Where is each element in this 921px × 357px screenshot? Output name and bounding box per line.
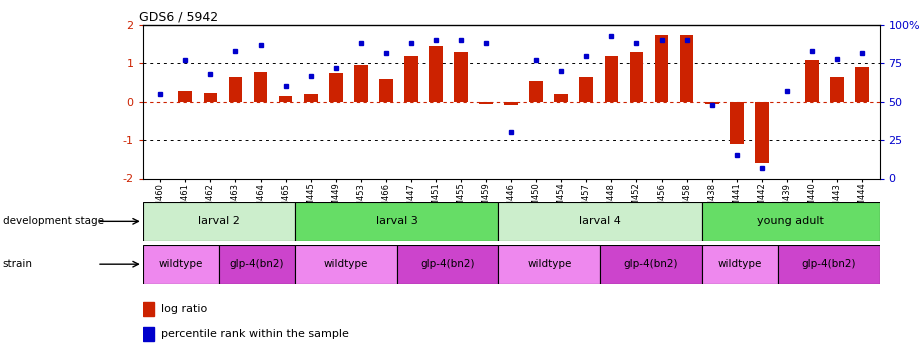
FancyBboxPatch shape xyxy=(498,245,600,284)
Bar xyxy=(454,52,468,102)
Bar xyxy=(655,35,669,102)
Bar xyxy=(253,72,267,102)
FancyBboxPatch shape xyxy=(143,245,219,284)
Bar xyxy=(379,79,392,102)
Text: glp-4(bn2): glp-4(bn2) xyxy=(230,259,285,269)
Bar xyxy=(705,102,718,104)
Bar xyxy=(680,35,694,102)
FancyBboxPatch shape xyxy=(397,245,498,284)
Bar xyxy=(505,102,518,105)
Text: wildtype: wildtype xyxy=(527,259,571,269)
Text: log ratio: log ratio xyxy=(161,304,207,314)
Bar xyxy=(805,60,819,102)
Bar xyxy=(855,67,869,102)
FancyBboxPatch shape xyxy=(600,245,702,284)
Bar xyxy=(143,302,154,316)
Bar xyxy=(830,77,844,102)
Bar xyxy=(429,46,443,102)
Text: GDS6 / 5942: GDS6 / 5942 xyxy=(139,11,218,24)
Text: strain: strain xyxy=(3,259,33,269)
Bar xyxy=(279,96,293,102)
Bar xyxy=(204,93,217,102)
Text: wildtype: wildtype xyxy=(717,259,762,269)
Text: development stage: development stage xyxy=(3,216,104,226)
Text: glp-4(bn2): glp-4(bn2) xyxy=(624,259,678,269)
Text: young adult: young adult xyxy=(757,216,824,226)
Bar xyxy=(329,73,343,102)
FancyBboxPatch shape xyxy=(778,245,880,284)
Bar xyxy=(630,52,644,102)
Text: larval 4: larval 4 xyxy=(579,216,621,226)
Text: glp-4(bn2): glp-4(bn2) xyxy=(420,259,475,269)
Text: wildtype: wildtype xyxy=(158,259,203,269)
Text: larval 3: larval 3 xyxy=(376,216,418,226)
FancyBboxPatch shape xyxy=(143,202,296,241)
Bar xyxy=(354,65,367,102)
Bar xyxy=(304,94,318,102)
Bar xyxy=(179,91,192,102)
Bar xyxy=(755,102,769,163)
Bar xyxy=(479,102,493,104)
Bar xyxy=(729,102,743,144)
Bar xyxy=(404,56,418,102)
FancyBboxPatch shape xyxy=(219,245,296,284)
FancyBboxPatch shape xyxy=(498,202,702,241)
Bar xyxy=(554,94,568,102)
FancyBboxPatch shape xyxy=(702,202,880,241)
Text: percentile rank within the sample: percentile rank within the sample xyxy=(161,329,349,339)
Bar xyxy=(530,81,543,102)
Bar xyxy=(604,56,618,102)
Bar xyxy=(579,77,593,102)
Text: glp-4(bn2): glp-4(bn2) xyxy=(801,259,856,269)
Bar xyxy=(143,327,154,341)
FancyBboxPatch shape xyxy=(296,245,397,284)
Text: larval 2: larval 2 xyxy=(198,216,239,226)
FancyBboxPatch shape xyxy=(702,245,778,284)
Text: wildtype: wildtype xyxy=(324,259,368,269)
FancyBboxPatch shape xyxy=(296,202,498,241)
Bar xyxy=(228,77,242,102)
